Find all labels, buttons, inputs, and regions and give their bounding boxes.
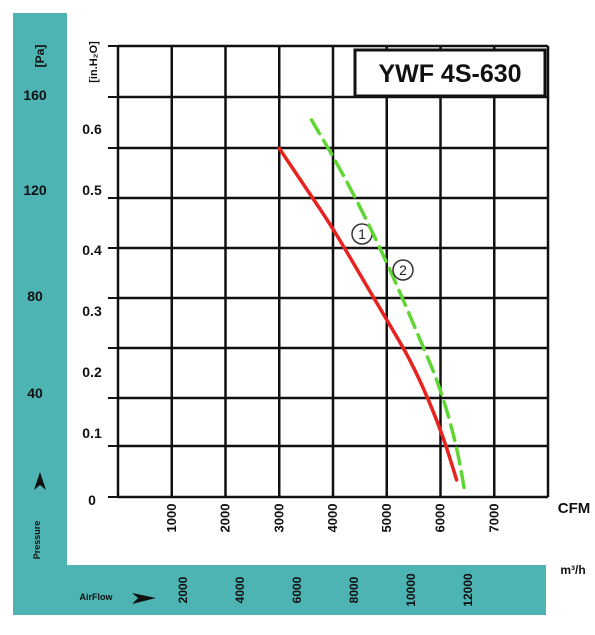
inh2o-tick-label: 0.6 [82,121,102,137]
airflow-label: AirFlow [80,592,114,602]
cfm-tick-label: 2000 [218,504,233,533]
inh2o-tick-label: 0.4 [82,242,102,258]
cfm-tick-label: 6000 [433,504,448,533]
m3h-tick-label: 8000 [347,576,361,603]
pa-tick-label: 120 [23,182,47,198]
inh2o-tick-label: 0.5 [82,182,102,198]
m3h-tick-label: 10000 [404,573,418,607]
pa-tick-label: 40 [27,385,43,401]
cfm-tick-label: 4000 [325,504,340,533]
inh2o-tick-labels: 0.6 0.5 0.4 0.3 0.2 0.1 0 [82,121,102,508]
cfm-tick-labels: 1000 2000 3000 4000 5000 6000 7000 [164,504,502,533]
cfm-tick-label: 3000 [271,504,286,533]
title-box [353,48,547,98]
pa-tick-label: 160 [23,87,47,103]
pressure-arrow-icon [34,472,46,490]
series-2-marker [392,259,414,281]
performance-curves: 12 [277,118,467,494]
m3h-tick-label: 12000 [461,573,475,607]
m3h-unit-label: m³/h [560,563,585,577]
inh2o-unit-label: [in.H₂O] [88,41,100,83]
inh2o-tick-label: 0 [88,492,96,508]
cfm-tick-label: 7000 [486,504,501,533]
pressure-label: Pressure [32,521,42,560]
bottom-band [13,565,546,615]
pa-tick-labels: 160 120 80 40 [23,87,47,401]
inh2o-tick-label: 0.1 [82,425,102,441]
chart-title: YWF 4S-630 [378,60,521,88]
inh2o-tick-label: 0.3 [82,303,102,319]
pa-unit-label: [Pa] [33,45,47,68]
m3h-tick-label: 4000 [233,576,247,603]
m3h-tick-labels: 2000 4000 6000 8000 10000 12000 [176,573,475,607]
m3h-tick-label: 6000 [290,576,304,603]
series-1-curve [277,146,459,482]
series-2-curve [309,118,467,494]
pa-tick-label: 80 [27,288,43,304]
cfm-unit-label: CFM [558,500,591,517]
cfm-tick-label: 5000 [379,504,394,533]
cfm-tick-label: 1000 [164,504,179,533]
plot-grid [108,44,550,499]
inh2o-tick-label: 0.2 [82,364,102,380]
series-1-label: 1 [358,226,366,242]
m3h-tick-label: 2000 [176,576,190,603]
airflow-arrow-icon [132,593,156,604]
series-2-label: 2 [399,262,407,278]
